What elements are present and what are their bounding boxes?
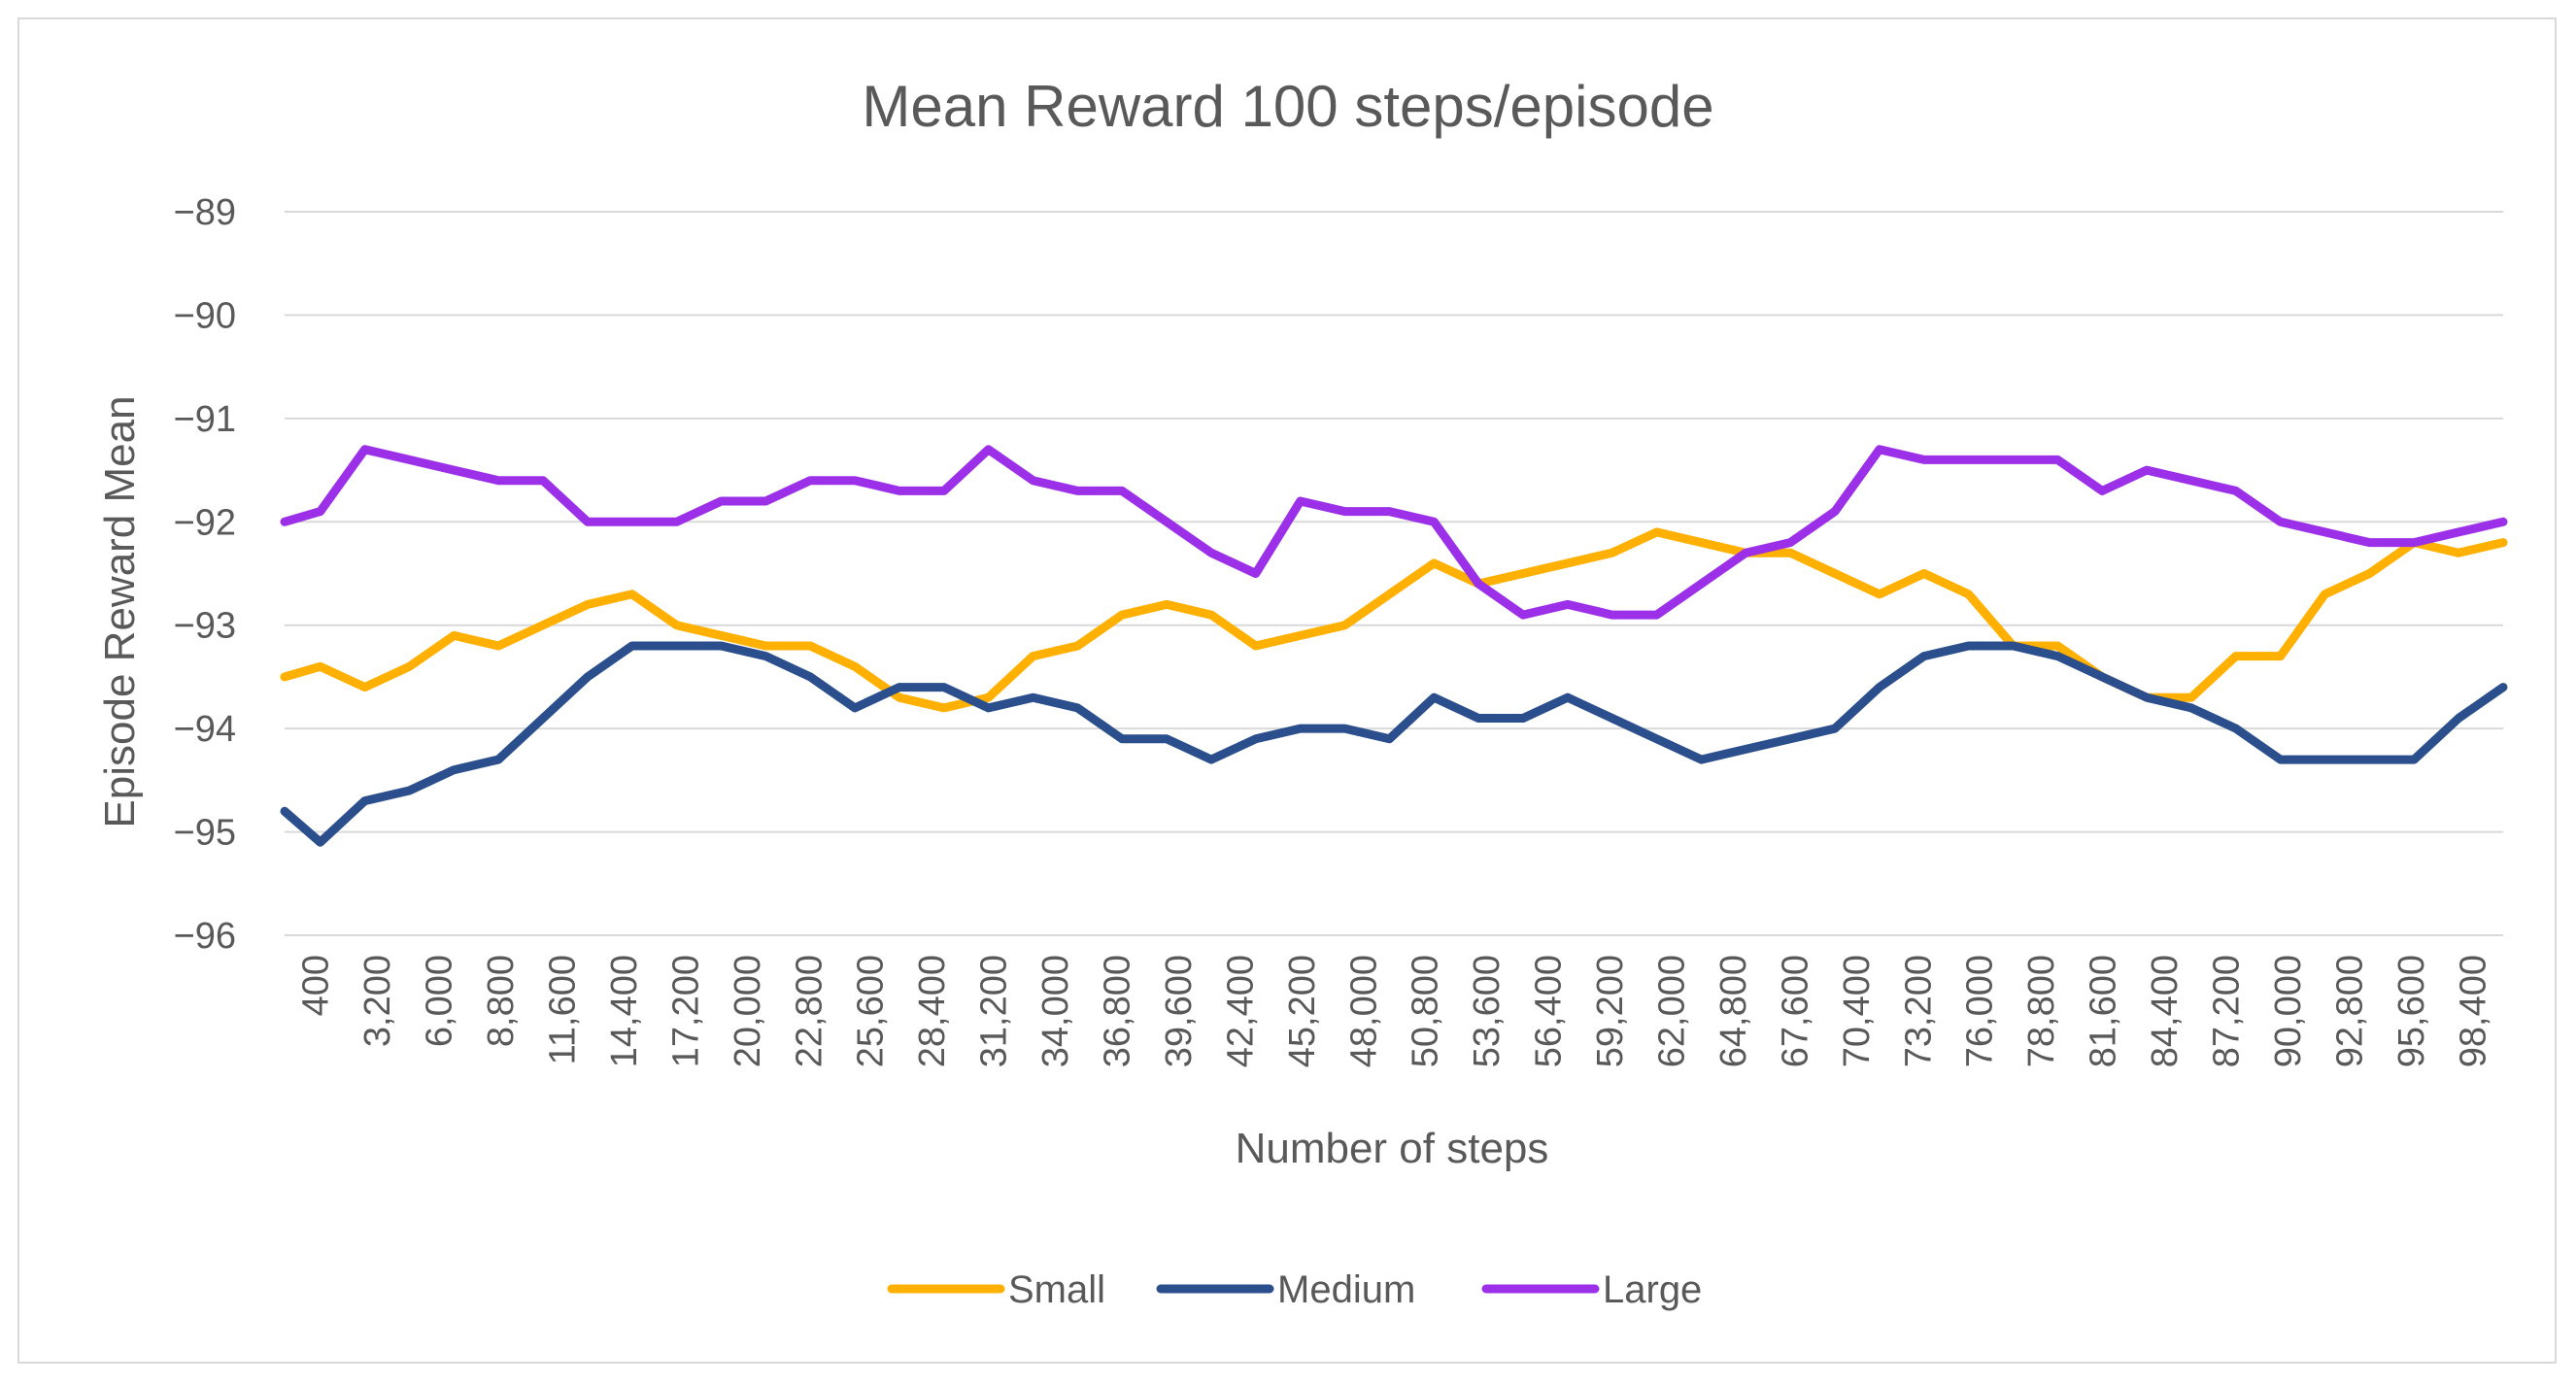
- x-axis-label: Number of steps: [1236, 1125, 1549, 1172]
- x-tick-label: 14,400: [604, 955, 645, 1067]
- series-line-large: [280, 445, 2508, 620]
- y-axis-ticks: −89 −90 −91 −92 −93 −94 −95 −96: [174, 192, 236, 957]
- x-tick-label: 90,000: [2268, 955, 2309, 1067]
- y-tick-label: −95: [174, 813, 236, 854]
- x-tick-label: 67,600: [1775, 955, 1815, 1067]
- x-tick-label: 11,600: [543, 955, 584, 1064]
- x-tick-label: 36,800: [1098, 955, 1138, 1067]
- x-tick-label: 25,600: [851, 955, 892, 1067]
- x-tick-label: 76,000: [1960, 955, 2001, 1067]
- x-axis-ticks: 400 3,200 6,000 8,800 11,600 14,400 17,200 20,0…: [296, 955, 2494, 1067]
- x-tick-label: 78,800: [2021, 955, 2062, 1067]
- x-tick-label: 92,800: [2329, 955, 2370, 1067]
- series-lines: [280, 445, 2508, 847]
- x-tick-label: 39,600: [1159, 955, 1200, 1067]
- x-tick-label: 62,000: [1652, 955, 1693, 1067]
- x-tick-label: 56,400: [1529, 955, 1570, 1067]
- x-tick-label: 73,200: [1898, 955, 1939, 1067]
- legend-label-large: Large: [1603, 1268, 1702, 1311]
- x-tick-label: 50,800: [1406, 955, 1446, 1067]
- legend-label-small: Small: [1008, 1268, 1105, 1311]
- x-tick-label: 22,800: [789, 955, 830, 1067]
- x-tick-label: 45,200: [1282, 955, 1323, 1067]
- x-tick-label: 28,400: [912, 955, 953, 1067]
- x-tick-label: 17,200: [665, 955, 706, 1067]
- gridlines: [285, 211, 2503, 936]
- y-tick-label: −94: [174, 709, 236, 750]
- legend-label-medium: Medium: [1277, 1268, 1415, 1311]
- x-tick-label: 42,400: [1220, 955, 1261, 1067]
- series-line-medium: [280, 641, 2508, 847]
- x-tick-label: 8,800: [481, 955, 522, 1047]
- x-tick-label: 6,000: [420, 955, 460, 1047]
- y-tick-label: −89: [174, 192, 236, 233]
- x-tick-label: 98,400: [2453, 955, 2493, 1067]
- x-tick-label: 400: [296, 955, 337, 1016]
- x-tick-label: 48,000: [1343, 955, 1384, 1067]
- x-tick-label: 87,200: [2207, 955, 2248, 1067]
- x-tick-label: 81,600: [2084, 955, 2124, 1067]
- x-tick-label: 64,800: [1713, 955, 1754, 1067]
- x-tick-label: 59,200: [1590, 955, 1631, 1067]
- y-tick-label: −92: [174, 502, 236, 543]
- series-line-small: [280, 527, 2508, 713]
- x-tick-label: 31,200: [974, 955, 1015, 1067]
- x-tick-label: 84,400: [2145, 955, 2186, 1067]
- x-tick-label: 3,200: [357, 955, 398, 1047]
- x-tick-label: 53,600: [1467, 955, 1508, 1067]
- y-tick-label: −96: [174, 916, 236, 957]
- x-tick-label: 34,000: [1035, 955, 1076, 1067]
- x-tick-label: 95,600: [2391, 955, 2432, 1067]
- x-tick-label: 20,000: [728, 955, 768, 1067]
- y-tick-label: −91: [174, 399, 236, 440]
- y-tick-label: −90: [174, 295, 236, 336]
- y-axis-label: Episode Reward Mean: [96, 395, 144, 827]
- y-tick-label: −93: [174, 606, 236, 647]
- legend: Small Medium Large: [887, 1268, 1702, 1311]
- x-tick-label: 70,400: [1837, 955, 1878, 1067]
- chart-title: Mean Reward 100 steps/episode: [862, 74, 1713, 139]
